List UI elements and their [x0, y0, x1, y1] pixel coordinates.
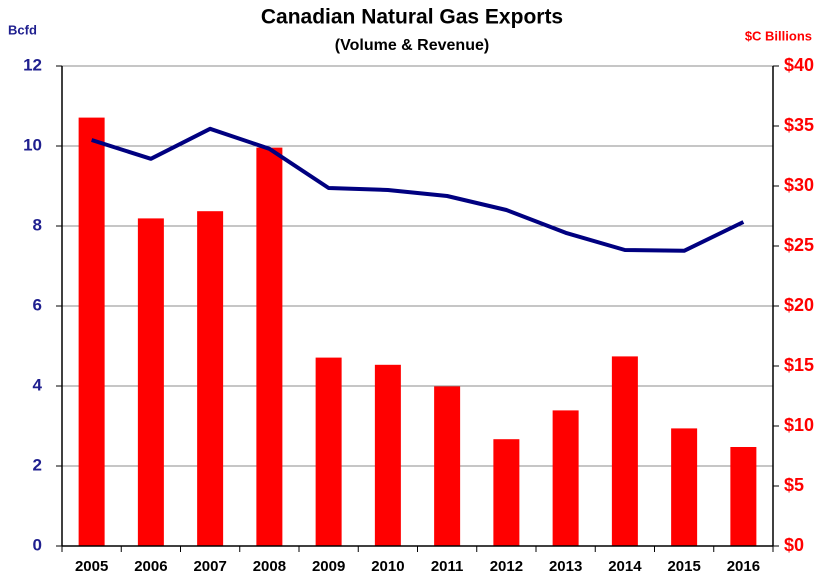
x-tick-label: 2010 [371, 558, 404, 575]
y2-tick-label: $5 [784, 475, 804, 495]
bar [730, 447, 757, 546]
y2-tick-label: $0 [784, 535, 804, 555]
x-tick-label: 2012 [490, 558, 523, 575]
y2-tick-label: $15 [784, 355, 814, 375]
y-tick-label: 4 [33, 375, 43, 394]
line [91, 126, 745, 253]
y2-tick-label: $10 [784, 415, 814, 435]
y2-axis-label: $C Billions [745, 28, 812, 43]
x-tick-label: 2006 [134, 558, 167, 575]
y2-tick-label: $40 [784, 55, 814, 75]
y2-tick-label: $20 [784, 295, 814, 315]
y-tick-label: 10 [23, 135, 42, 154]
x-tick-label: 2016 [727, 558, 760, 575]
y-tick-label: 12 [23, 55, 42, 74]
x-tick-label: 2011 [431, 558, 464, 575]
x-tick-label: 2013 [549, 558, 582, 575]
bar [78, 117, 105, 546]
y-tick-label: 0 [33, 535, 42, 554]
bar [197, 211, 224, 546]
x-tick-label: 2008 [253, 558, 286, 575]
bar [611, 356, 638, 546]
chart-title: Canadian Natural Gas Exports [261, 6, 563, 29]
bar [434, 386, 461, 546]
bar [315, 357, 342, 546]
bar [374, 364, 401, 546]
bar [256, 147, 283, 546]
y-tick-label: 8 [33, 215, 42, 234]
bar [493, 439, 520, 546]
y-tick-label: 6 [33, 295, 42, 314]
x-tick-label: 2005 [75, 558, 108, 575]
chart-subtitle: (Volume & Revenue) [335, 37, 489, 54]
x-tick-label: 2014 [608, 558, 642, 575]
y-axis-label: Bcfd [8, 22, 37, 37]
bar [552, 410, 579, 546]
y2-tick-label: $35 [784, 115, 814, 135]
y-tick-label: 2 [33, 455, 42, 474]
y2-tick-label: $30 [784, 175, 814, 195]
bar [671, 428, 698, 546]
bar [137, 218, 164, 546]
x-tick-label: 2015 [667, 558, 700, 575]
x-tick-label: 2009 [312, 558, 345, 575]
x-tick-label: 2007 [193, 558, 226, 575]
y2-tick-label: $25 [784, 235, 814, 255]
